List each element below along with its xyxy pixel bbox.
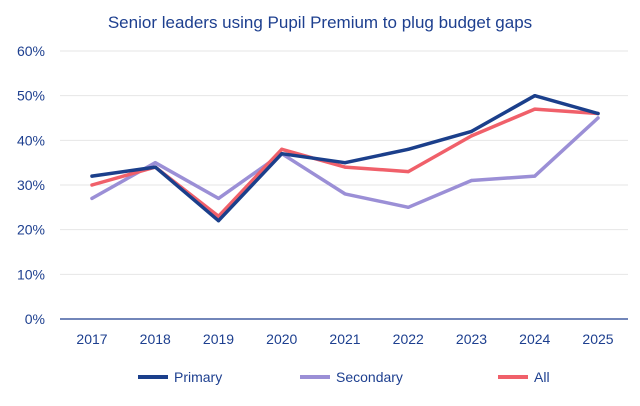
x-tick-label: 2018: [140, 331, 171, 347]
y-tick-label: 50%: [17, 88, 45, 104]
x-tick-label: 2024: [519, 331, 550, 347]
legend-label-secondary: Secondary: [336, 369, 403, 385]
data-point-secondary: [406, 205, 410, 209]
series-lines: [90, 93, 600, 223]
x-tick-label: 2017: [76, 331, 107, 347]
data-point-secondary: [533, 174, 537, 178]
legend-label-primary: Primary: [174, 369, 222, 385]
y-tick-label: 10%: [17, 266, 45, 282]
x-tick-label: 2021: [329, 331, 360, 347]
x-tick-label: 2025: [582, 331, 613, 347]
x-tick-label: 2022: [393, 331, 424, 347]
legend: Primary Secondary All: [138, 369, 550, 385]
data-point-secondary: [153, 161, 157, 165]
data-point-secondary: [469, 178, 474, 183]
data-point-primary: [406, 147, 410, 151]
data-point-primary: [280, 152, 284, 156]
data-point-all: [533, 107, 537, 111]
data-point-secondary: [343, 192, 347, 196]
x-tick-label: 2020: [266, 331, 297, 347]
y-tick-label: 60%: [17, 43, 45, 59]
y-tick-label: 20%: [17, 222, 45, 238]
data-point-all: [90, 183, 94, 187]
data-point-secondary: [596, 116, 600, 120]
data-point-secondary: [216, 196, 221, 200]
data-point-all: [469, 134, 474, 138]
y-tick-label: 0%: [25, 311, 45, 327]
x-axis-ticks: 2017 2018 2019 2020 2021 2022 2023 2024 2025: [76, 331, 613, 347]
data-point-primary: [90, 174, 94, 178]
data-point-primary: [596, 111, 600, 116]
x-tick-label: 2019: [203, 331, 234, 347]
data-point-all: [280, 147, 284, 151]
legend-label-all: All: [534, 369, 550, 385]
data-point-primary: [469, 129, 474, 133]
y-tick-label: 30%: [17, 177, 45, 193]
chart-title: Senior leaders using Pupil Premium to pl…: [108, 13, 532, 32]
data-point-all: [343, 165, 347, 169]
data-point-primary: [533, 94, 537, 98]
y-axis-ticks: 0% 10% 20% 30% 40% 50% 60%: [17, 43, 45, 327]
data-point-all: [216, 214, 221, 218]
data-point-secondary: [90, 196, 94, 200]
gridlines: [60, 50, 628, 275]
data-point-all: [406, 170, 410, 174]
data-point-primary: [216, 219, 221, 223]
x-tick-label: 2023: [456, 331, 487, 347]
data-point-primary: [343, 161, 347, 165]
y-tick-label: 40%: [17, 132, 45, 148]
data-point-primary: [153, 165, 157, 169]
